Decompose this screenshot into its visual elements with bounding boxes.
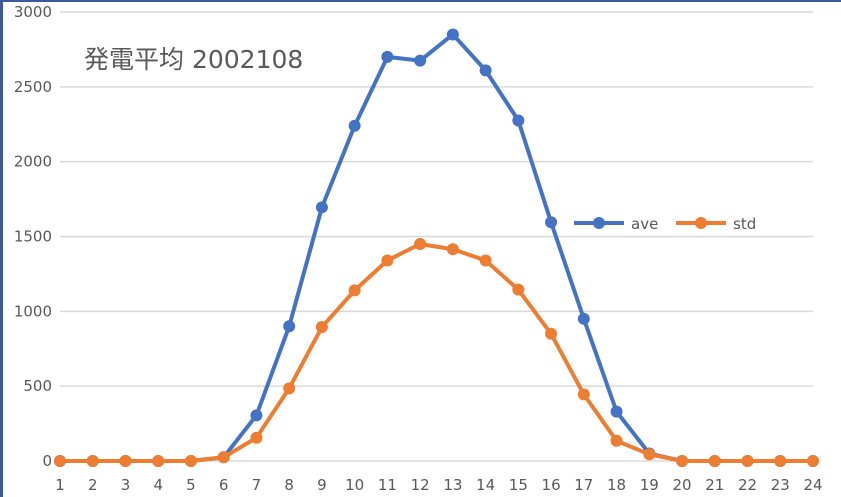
data-point-marker [676,455,689,467]
data-point-marker [512,283,525,296]
x-tick-label: 8 [284,476,294,494]
data-point-marker [807,455,819,467]
window-border-left [0,0,3,497]
data-point-marker [54,455,66,467]
data-point-marker [184,455,197,467]
data-point-marker [381,50,394,63]
x-tick-label: 18 [607,476,626,494]
data-point-marker [283,382,296,395]
x-tick-label: 19 [640,476,659,494]
data-point-marker [545,216,558,229]
data-point-marker [414,54,427,67]
legend-item-std: std [676,215,756,233]
legend-item-ave: ave [574,215,658,233]
x-axis-ticks: 1 2 3 4 5 6 7 8 9 10 11 12 13 14 15 16 17 18 19 20 21 22 23 24 [55,476,822,494]
legend-ave-marker-icon [593,217,605,229]
x-tick-label: 6 [219,476,229,494]
x-tick-label: 7 [252,476,262,494]
x-tick-label: 21 [705,476,724,494]
data-point-marker [381,254,394,267]
x-tick-label: 12 [411,476,430,494]
data-point-marker [446,28,459,41]
data-point-marker [315,201,328,214]
x-tick-label: 10 [345,476,364,494]
data-point-marker [119,455,132,467]
data-point-marker [643,448,656,461]
x-tick-label: 9 [317,476,327,494]
x-tick-label: 2 [88,476,98,494]
legend-ave-label: ave [631,215,658,233]
data-point-marker [774,455,787,467]
data-point-marker [610,405,623,418]
x-tick-label: 20 [672,476,691,494]
x-tick-label: 11 [378,476,397,494]
x-tick-label: 24 [803,476,822,494]
y-tick-label: 2000 [14,153,52,171]
x-tick-label: 3 [121,476,131,494]
data-point-marker [446,243,459,256]
y-tick-label: 1000 [14,302,52,320]
data-point-marker [86,455,99,467]
data-point-marker [283,320,296,333]
x-tick-label: 13 [443,476,462,494]
data-point-marker [577,312,590,325]
data-point-marker [741,455,754,467]
x-tick-label: 17 [574,476,593,494]
data-point-marker [512,114,525,127]
series-std [54,237,819,467]
x-tick-label: 15 [509,476,528,494]
data-point-marker [348,284,361,297]
y-tick-label: 3000 [14,3,52,21]
data-point-marker [217,451,230,464]
data-point-marker [610,434,623,447]
legend-std-marker-icon [695,217,707,229]
x-tick-label: 14 [476,476,495,494]
data-point-marker [152,455,165,467]
data-point-marker [577,388,590,401]
y-tick-label: 0 [42,452,52,470]
data-point-marker [708,455,721,467]
x-tick-label: 16 [542,476,561,494]
series-lines [54,28,819,467]
data-point-marker [479,64,492,77]
data-point-marker [545,327,558,340]
data-point-marker [250,409,263,422]
x-tick-label: 4 [153,476,163,494]
window-border-top [0,0,841,2]
data-point-marker [414,237,427,250]
legend: ave std [574,215,756,233]
y-tick-label: 1500 [14,228,52,246]
x-tick-label: 23 [771,476,790,494]
gridlines [60,11,813,462]
y-tick-label: 2500 [14,78,52,96]
data-point-marker [315,321,328,334]
y-axis-ticks: 0 500 1000 1500 2000 2500 3000 [14,3,52,470]
data-point-marker [250,431,263,444]
data-point-marker [348,119,361,132]
chart-title: 発電平均 2002108 [84,45,303,74]
x-tick-label: 5 [186,476,196,494]
series-line [60,241,813,463]
x-tick-label: 1 [55,476,65,494]
x-tick-label: 22 [738,476,757,494]
legend-std-label: std [733,215,756,233]
data-point-marker [479,254,492,267]
y-tick-label: 500 [23,377,52,395]
